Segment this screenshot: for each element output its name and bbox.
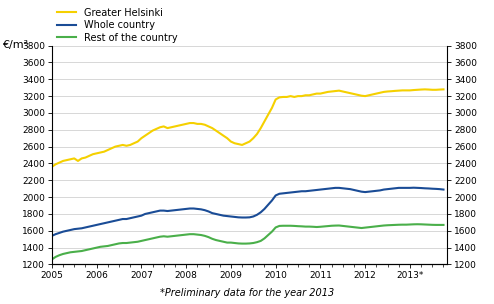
Rest of the country <box>441 223 447 227</box>
Greater Helsinki <box>277 95 283 99</box>
Rest of the country <box>414 223 420 226</box>
Rest of the country <box>318 225 324 229</box>
Greater Helsinki <box>302 93 308 97</box>
Line: Greater Helsinki: Greater Helsinki <box>52 89 444 167</box>
Whole country <box>60 230 66 233</box>
Greater Helsinki <box>60 159 66 163</box>
Whole country <box>411 186 416 189</box>
Whole country <box>302 189 308 193</box>
Greater Helsinki <box>49 165 55 169</box>
Greater Helsinki <box>280 95 286 99</box>
Rest of the country <box>302 225 308 228</box>
Rest of the country <box>277 224 283 228</box>
Greater Helsinki <box>318 92 324 95</box>
Rest of the country <box>60 252 66 256</box>
Line: Rest of the country: Rest of the country <box>52 224 444 259</box>
Line: Whole country: Whole country <box>52 188 444 236</box>
Rest of the country <box>49 257 55 261</box>
Greater Helsinki <box>422 88 428 91</box>
Whole country <box>277 192 283 195</box>
Whole country <box>388 187 394 191</box>
Whole country <box>441 188 447 192</box>
Legend: Greater Helsinki, Whole country, Rest of the country: Greater Helsinki, Whole country, Rest of… <box>57 8 177 43</box>
Text: *Preliminary data for the year 2013: *Preliminary data for the year 2013 <box>160 288 334 298</box>
Greater Helsinki <box>388 89 394 93</box>
Whole country <box>280 192 286 195</box>
Rest of the country <box>280 224 286 228</box>
Greater Helsinki <box>441 88 447 91</box>
Whole country <box>49 234 55 238</box>
Whole country <box>318 188 324 192</box>
Text: €/m²: €/m² <box>2 40 29 50</box>
Rest of the country <box>388 223 394 227</box>
